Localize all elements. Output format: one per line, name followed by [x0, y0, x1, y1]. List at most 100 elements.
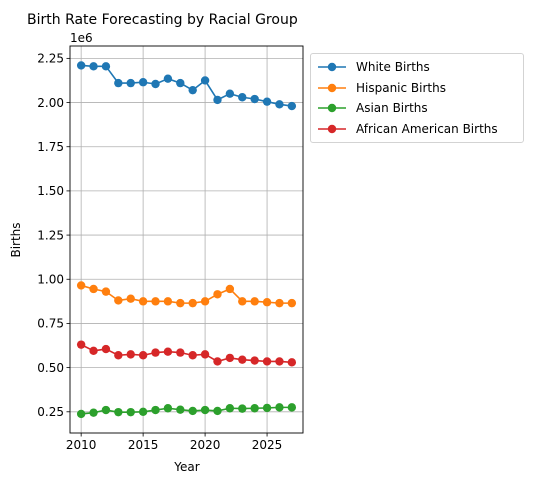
data-point-white-births	[225, 89, 235, 98]
data-point-african-american-births	[101, 344, 111, 354]
data-point-white-births	[287, 101, 297, 111]
x-tick-label: 2020	[190, 438, 221, 452]
data-point-asian-births	[225, 404, 235, 413]
data-point-hispanic-births	[200, 297, 210, 306]
series-line-asian-births	[81, 406, 292, 415]
data-point-hispanic-births	[101, 287, 111, 296]
data-point-white-births	[114, 78, 123, 88]
data-point-african-american-births	[114, 351, 123, 360]
data-point-white-births	[163, 74, 173, 83]
data-point-hispanic-births	[238, 297, 247, 306]
data-point-hispanic-births	[225, 284, 235, 294]
legend-item-african-american-births: African American Births	[317, 119, 517, 140]
data-point-hispanic-births	[163, 297, 173, 306]
legend-item-asian-births: Asian Births	[317, 98, 517, 119]
y-tick-label: 1.25	[37, 228, 64, 242]
data-point-asian-births	[126, 407, 135, 417]
data-point-asian-births	[275, 403, 284, 412]
legend-label: Hispanic Births	[356, 80, 446, 95]
y-tick-label: 0.25	[37, 405, 64, 419]
series-line-african-american-births	[80, 343, 292, 364]
legend: White Births Hispanic Births Asian Birth…	[310, 53, 524, 143]
legend-marker-icon	[318, 83, 346, 92]
data-point-white-births	[275, 100, 284, 109]
data-point-african-american-births	[138, 351, 148, 360]
y-tick-label: 0.50	[37, 361, 64, 375]
data-point-hispanic-births	[176, 298, 185, 308]
data-point-hispanic-births	[287, 298, 297, 308]
series-line-white-births	[81, 64, 292, 107]
data-point-hispanic-births	[114, 296, 123, 305]
y-tick-label: 1.75	[37, 140, 64, 154]
axis-ticks: 2010 2015 2020 2025 0.25 0.50 0.75 1.00 1.25 1.50…	[37, 52, 282, 452]
data-point-asian-births	[163, 404, 173, 413]
series-line-hispanic-births	[80, 284, 292, 304]
data-point-hispanic-births	[151, 297, 160, 306]
x-tick-label: 2025	[252, 438, 283, 452]
data-point-african-american-births	[200, 350, 210, 359]
y-tick-label: 1.00	[37, 273, 64, 287]
data-point-white-births	[176, 78, 185, 88]
x-tick-label: 2015	[128, 438, 159, 452]
data-point-white-births	[126, 78, 135, 88]
data-point-asian-births	[176, 405, 185, 414]
data-point-hispanic-births	[138, 297, 148, 306]
data-point-white-births	[138, 78, 148, 87]
data-point-hispanic-births	[76, 281, 86, 290]
data-point-hispanic-births	[188, 298, 197, 308]
data-point-african-american-births	[89, 346, 98, 356]
y-axis-label: Births	[9, 222, 23, 257]
legend-label: African American Births	[356, 121, 498, 136]
data-point-african-american-births	[76, 340, 86, 349]
data-point-hispanic-births	[213, 290, 222, 299]
data-point-african-american-births	[275, 357, 284, 366]
data-point-hispanic-births	[126, 294, 135, 303]
legend-item-white-births: White Births	[317, 57, 517, 78]
data-point-asian-births	[101, 405, 111, 415]
data-point-asian-births	[151, 405, 160, 415]
data-point-white-births	[89, 62, 98, 71]
y-tick-label: 2.00	[37, 96, 64, 110]
data-point-hispanic-births	[275, 298, 284, 308]
data-point-white-births	[262, 97, 272, 106]
data-point-white-births	[101, 62, 111, 71]
data-point-asian-births	[262, 403, 272, 413]
data-point-asian-births	[287, 403, 297, 412]
data-point-african-american-births	[151, 348, 160, 357]
data-point-african-american-births	[250, 356, 259, 365]
data-point-white-births	[250, 94, 259, 104]
y-axis-offset-label: 1e6	[70, 31, 93, 45]
data-point-asian-births	[89, 408, 98, 417]
data-point-african-american-births	[262, 357, 272, 366]
data-point-hispanic-births	[89, 284, 98, 294]
data-point-white-births	[213, 95, 222, 105]
y-tick-label: 0.75	[37, 317, 64, 331]
data-point-asian-births	[76, 409, 86, 419]
data-point-white-births	[151, 79, 160, 89]
data-point-african-american-births	[126, 350, 135, 359]
data-point-white-births	[238, 93, 247, 102]
data-point-african-american-births	[238, 355, 247, 364]
data-point-white-births	[200, 76, 210, 85]
data-point-asian-births	[188, 406, 197, 416]
legend-item-hispanic-births: Hispanic Births	[317, 78, 517, 99]
legend-marker-icon	[318, 104, 346, 113]
data-point-african-american-births	[287, 358, 297, 367]
data-point-white-births	[188, 85, 197, 95]
x-tick-label: 2010	[66, 438, 97, 452]
y-tick-label: 1.50	[37, 184, 64, 198]
legend-label: Asian Births	[356, 101, 428, 116]
data-point-african-american-births	[176, 348, 185, 357]
chart-title: Birth Rate Forecasting by Racial Group	[27, 12, 298, 28]
legend-marker-icon	[318, 63, 346, 72]
data-point-asian-births	[213, 406, 222, 416]
legend-marker-icon	[318, 124, 346, 133]
data-point-african-american-births	[225, 353, 235, 363]
legend-label: White Births	[356, 60, 430, 75]
data-point-white-births	[76, 61, 86, 70]
data-point-african-american-births	[188, 351, 197, 360]
plot-frame	[69, 45, 304, 434]
data-point-asian-births	[200, 405, 210, 415]
data-point-hispanic-births	[250, 297, 259, 306]
